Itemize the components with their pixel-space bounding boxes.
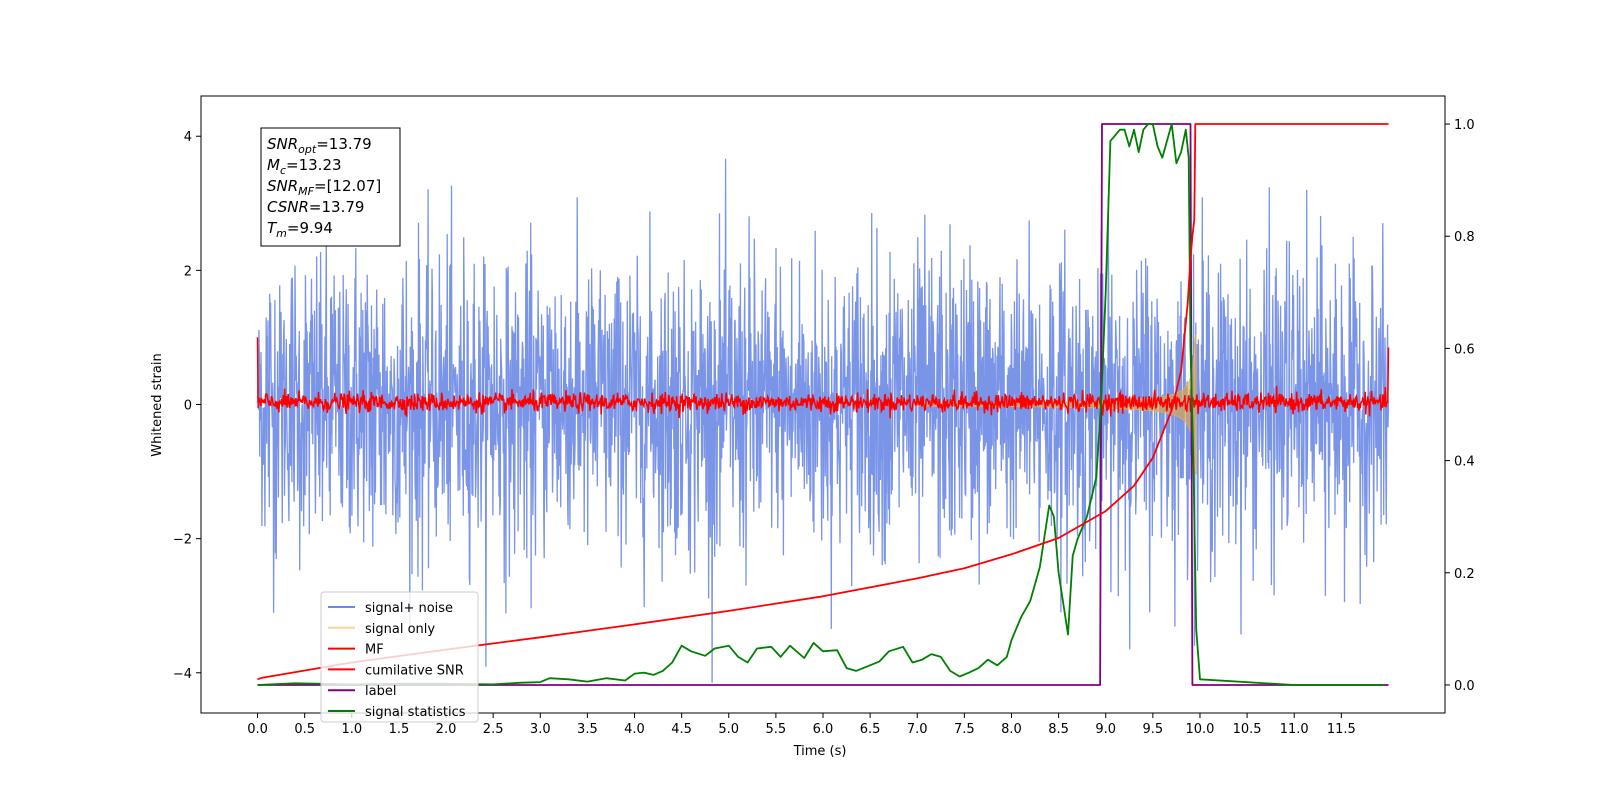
info-value: =13.79 bbox=[309, 198, 365, 216]
info-symbol: M bbox=[267, 156, 280, 174]
legend-label: signal only bbox=[365, 622, 435, 637]
y2-tick-label: 0.8 bbox=[1454, 230, 1475, 245]
cumilative-snr-line bbox=[257, 123, 1389, 681]
x-tick-label: 6.0 bbox=[813, 722, 834, 737]
x-tick-label: 11.5 bbox=[1327, 722, 1356, 737]
label-line bbox=[257, 123, 1389, 686]
x-tick-label: 7.5 bbox=[954, 722, 975, 737]
info-line: SNRopt=13.79 bbox=[267, 135, 372, 156]
y-tick-label: 0 bbox=[184, 399, 192, 414]
y2-tick-label: 0.4 bbox=[1454, 455, 1475, 470]
legend-label: signal+ noise bbox=[365, 601, 453, 616]
y-axis-ticks: 4 2 0 −2 −4 bbox=[173, 130, 201, 682]
info-line: Tm=9.94 bbox=[267, 219, 333, 240]
x-tick-label: 3.0 bbox=[530, 722, 551, 737]
x-tick-label: 0.0 bbox=[247, 722, 268, 737]
info-subscript: MF bbox=[298, 185, 314, 198]
signal-statistics-line bbox=[257, 123, 1384, 686]
y2-tick-label: 0.6 bbox=[1454, 342, 1475, 357]
x-tick-label: 9.0 bbox=[1095, 722, 1116, 737]
mf-line bbox=[256, 337, 1390, 419]
y2-axis-ticks: 1.0 0.8 0.6 0.4 0.2 0.0 bbox=[1445, 118, 1475, 694]
info-line: CSNR=13.79 bbox=[267, 198, 364, 216]
x-tick-label: 5.0 bbox=[718, 722, 739, 737]
info-value: =[12.07] bbox=[314, 177, 381, 195]
x-tick-label: 5.5 bbox=[766, 722, 787, 737]
info-symbol: SNR bbox=[267, 135, 298, 153]
signal-noise-layer bbox=[256, 158, 1390, 683]
x-tick-label: 2.0 bbox=[436, 722, 457, 737]
info-line: Mc=13.23 bbox=[267, 156, 342, 177]
y2-tick-label: 1.0 bbox=[1454, 118, 1475, 133]
x-tick-label: 10.5 bbox=[1233, 722, 1262, 737]
x-tick-label: 4.0 bbox=[624, 722, 645, 737]
x-tick-label: 9.5 bbox=[1143, 722, 1164, 737]
legend-label: signal statistics bbox=[365, 705, 466, 720]
y-axis-label: Whitened strain bbox=[150, 353, 165, 456]
info-box-frame bbox=[260, 127, 401, 247]
y-tick-label: 2 bbox=[184, 264, 192, 279]
y-tick-label: 4 bbox=[184, 130, 192, 145]
y-tick-label: −2 bbox=[173, 533, 192, 548]
x-tick-label: 2.5 bbox=[483, 722, 504, 737]
legend-label: cumilative SNR bbox=[365, 663, 464, 678]
mf-layer bbox=[256, 337, 1390, 419]
x-tick-label: 1.0 bbox=[341, 722, 362, 737]
legend-label: MF bbox=[365, 643, 384, 658]
info-value: =9.94 bbox=[287, 219, 333, 237]
x-tick-label: 1.5 bbox=[389, 722, 410, 737]
x-tick-label: 8.0 bbox=[1001, 722, 1022, 737]
info-value: =13.23 bbox=[286, 156, 342, 174]
x-tick-label: 8.5 bbox=[1048, 722, 1069, 737]
legend-label: label bbox=[365, 684, 396, 699]
right-axis-series-layer bbox=[257, 123, 1389, 686]
y2-tick-label: 0.2 bbox=[1454, 567, 1475, 582]
info-symbol: SNR bbox=[267, 177, 298, 195]
x-tick-label: 10.0 bbox=[1185, 722, 1214, 737]
x-tick-label: 7.0 bbox=[907, 722, 928, 737]
info-value: =13.79 bbox=[316, 135, 372, 153]
x-tick-label: 6.5 bbox=[860, 722, 881, 737]
info-subscript: m bbox=[276, 227, 287, 240]
x-tick-label: 11.0 bbox=[1280, 722, 1309, 737]
info-subscript: c bbox=[280, 164, 286, 177]
y-tick-label: −4 bbox=[173, 667, 192, 682]
x-axis-ticks: 0.0 0.5 1.0 1.5 2.0 2.5 3.0 3.5 4.0 4.5 5.0 5.5 6.0 6… bbox=[247, 713, 1356, 737]
legend: signal+ noise signal only MF cumilative SNR… bbox=[320, 591, 479, 723]
info-subscript: opt bbox=[298, 143, 317, 156]
x-tick-label: 3.5 bbox=[577, 722, 598, 737]
x-tick-label: 4.5 bbox=[671, 722, 692, 737]
info-box: SNRopt=13.79Mc=13.23SNRMF=[12.07]CSNR=13… bbox=[260, 127, 401, 247]
info-symbol: T bbox=[267, 219, 278, 237]
info-symbol: CSNR bbox=[267, 198, 309, 216]
x-axis-label: Time (s) bbox=[793, 744, 847, 759]
signal-noise-line bbox=[256, 158, 1390, 683]
legend-frame bbox=[320, 591, 479, 723]
y2-tick-label: 0.0 bbox=[1454, 679, 1475, 694]
plot-area bbox=[256, 123, 1390, 686]
info-line: SNRMF=[12.07] bbox=[267, 177, 381, 198]
x-tick-label: 0.5 bbox=[294, 722, 315, 737]
